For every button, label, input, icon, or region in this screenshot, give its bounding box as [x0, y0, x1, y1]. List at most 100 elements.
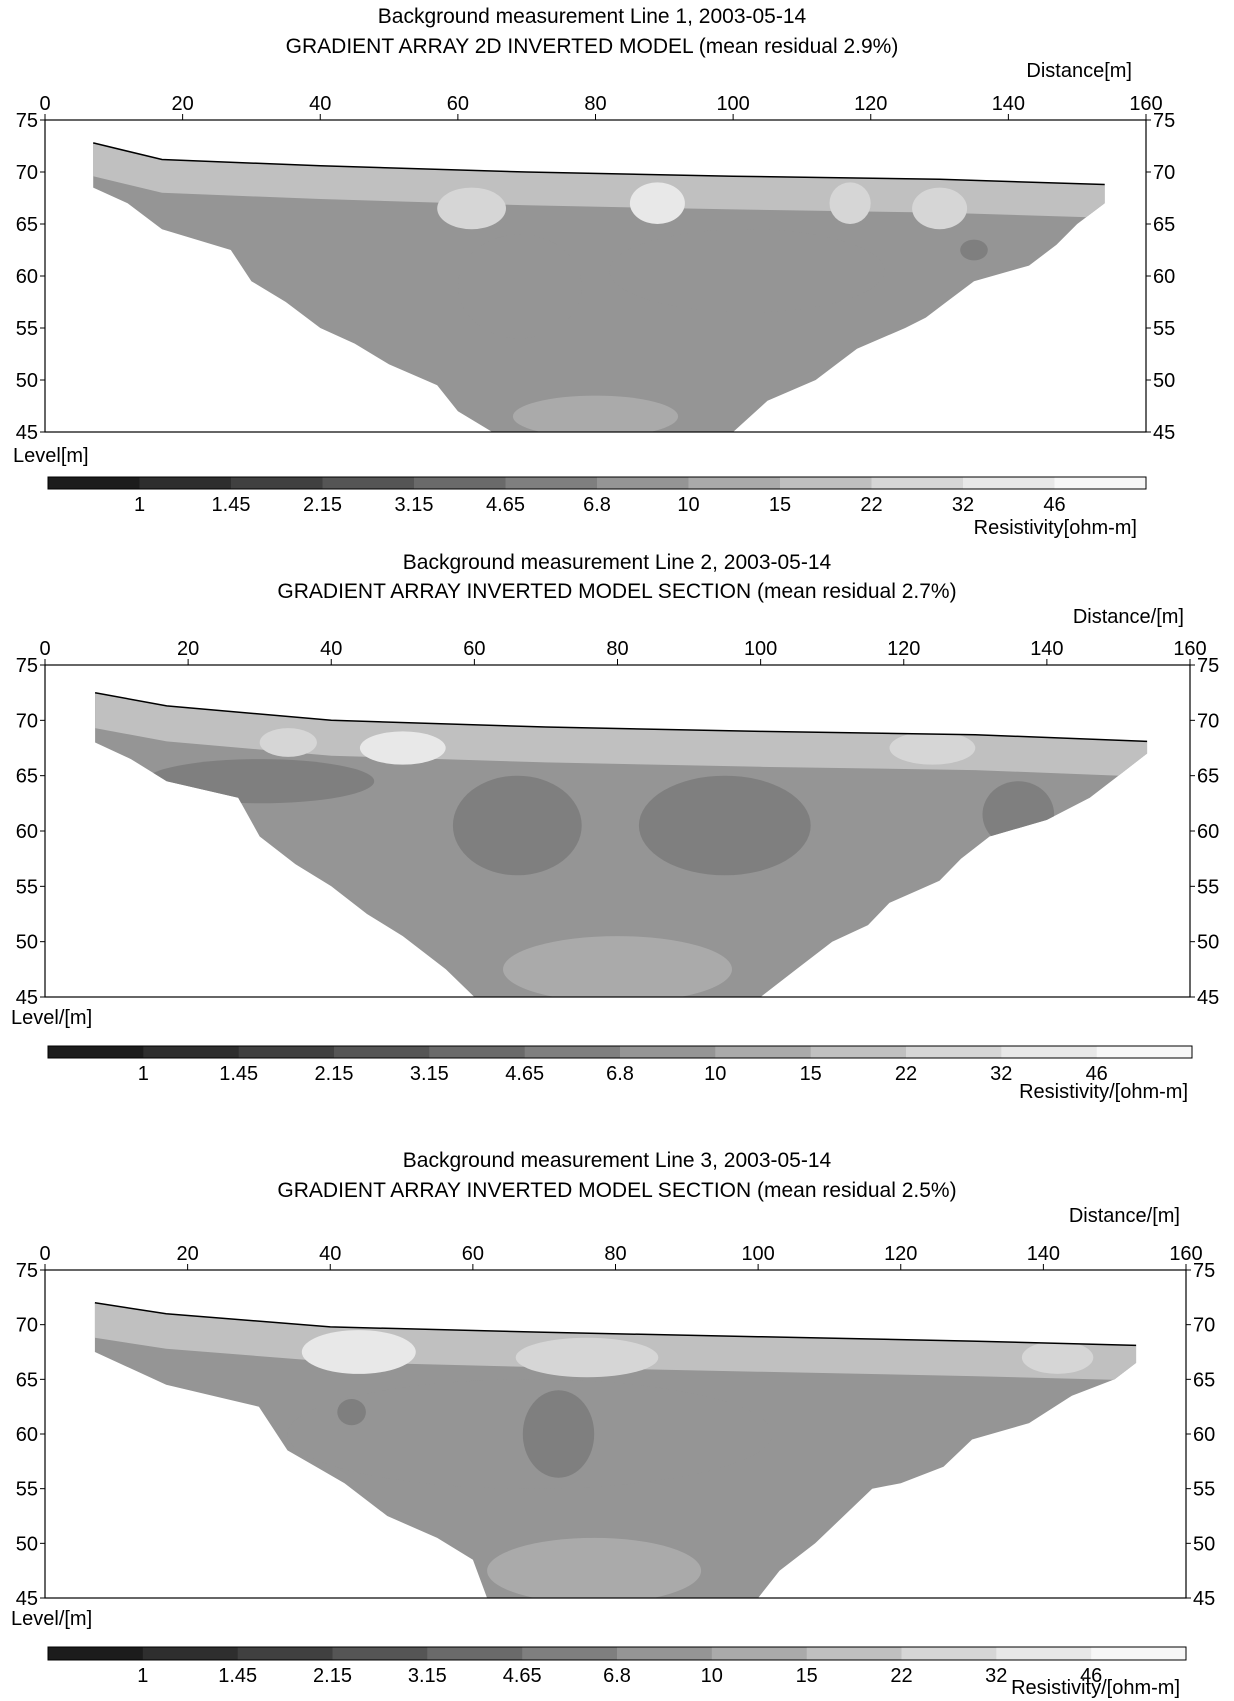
y-tick-label-left: 65 [16, 214, 38, 236]
colorbar-swatch [143, 1046, 240, 1058]
ground-surface-line [93, 142, 1105, 186]
panel-2-colorbar-label: Resistivity/[ohm-m] [1019, 1081, 1188, 1103]
colorbar-swatch [1001, 1046, 1098, 1058]
zone-1 [437, 187, 506, 230]
colorbar-swatch [522, 1647, 618, 1660]
panel-3-ylabel: Level/[m] [11, 1608, 92, 1630]
zone-7 [487, 1537, 702, 1598]
colorbar-tick-label: 6.8 [583, 494, 611, 516]
y-tick-label-left: 55 [16, 318, 38, 340]
y-tick-label-right: 50 [1197, 932, 1219, 954]
colorbar-swatch [237, 1647, 333, 1660]
panel-2-xlabel: Distance/[m] [1073, 606, 1184, 628]
zone-2 [259, 728, 317, 757]
colorbar-tick-label: 10 [704, 1063, 726, 1085]
y-tick-label-left: 60 [16, 1424, 38, 1446]
colorbar-tick-label: 6.8 [603, 1665, 631, 1687]
colorbar-tick-label: 6.8 [606, 1063, 634, 1085]
x-tick-label: 60 [462, 1243, 484, 1265]
colorbar-tick-label: 2.15 [303, 494, 342, 516]
colorbar-tick-label: 46 [1086, 1063, 1108, 1085]
y-tick-label-left: 60 [16, 821, 38, 843]
y-tick-label-left: 75 [16, 1260, 38, 1282]
y-tick-label-left: 50 [16, 932, 38, 954]
y-tick-label-right: 60 [1193, 1424, 1215, 1446]
x-tick-label: 160 [1173, 638, 1206, 660]
zone-4 [145, 759, 375, 804]
colorbar-swatch [620, 1046, 716, 1058]
colorbar-tick-label: 1.45 [212, 494, 251, 516]
colorbar-tick-label: 22 [895, 1063, 917, 1085]
panel-line-1: Background measurement Line 1, 2003-05-1… [13, 5, 1175, 539]
colorbar-tick-label: 2.15 [315, 1063, 354, 1085]
x-tick-label: 140 [1030, 638, 1063, 660]
colorbar-swatch [810, 1046, 907, 1058]
zone-1 [301, 1330, 416, 1374]
section-body [95, 692, 1148, 997]
colorbar-swatch [901, 1647, 997, 1660]
x-tick-label: 160 [1129, 93, 1162, 115]
x-tick-label: 60 [463, 638, 485, 660]
colorbar-tick-label: 15 [800, 1063, 822, 1085]
colorbar-swatch [332, 1647, 428, 1660]
colorbar-tick-label: 10 [677, 494, 699, 516]
colorbar-tick-label: 1 [138, 1063, 149, 1085]
x-tick-label: 80 [584, 93, 606, 115]
colorbar-tick-label: 22 [890, 1665, 912, 1687]
x-tick-label: 80 [606, 638, 628, 660]
colorbar-frame [47, 1045, 1193, 1059]
colorbar-swatch [1096, 1046, 1193, 1058]
colorbar-swatch [963, 477, 1055, 489]
y-tick-label-right: 60 [1153, 266, 1175, 288]
x-tick-label: 80 [604, 1243, 626, 1265]
zone-3 [1021, 1341, 1094, 1374]
colorbar-swatch [715, 1046, 812, 1058]
colorbar-swatch [617, 1647, 713, 1660]
y-tick-label-right: 45 [1153, 422, 1175, 444]
panel-1-colorbar-label: Resistivity[ohm-m] [974, 517, 1137, 539]
y-tick-label-right: 50 [1193, 1533, 1215, 1555]
panel-1-xlabel: Distance[m] [1026, 60, 1132, 82]
panel-2-ylabel: Level/[m] [11, 1007, 92, 1029]
colorbar-swatch [906, 1046, 1002, 1058]
colorbar-tick-label: 1.45 [218, 1665, 257, 1687]
y-tick-label-right: 70 [1193, 1315, 1215, 1337]
colorbar-tick-label: 46 [1080, 1665, 1102, 1687]
colorbar-swatch [322, 477, 415, 489]
colorbar-swatch [231, 477, 323, 489]
x-tick-label: 0 [39, 93, 50, 115]
zone-3 [889, 731, 976, 765]
colorbar-swatch [334, 1046, 430, 1058]
colorbar-tick-label: 10 [701, 1665, 723, 1687]
x-tick-label: 40 [320, 638, 342, 660]
x-tick-label: 40 [309, 93, 331, 115]
x-tick-label: 120 [884, 1243, 917, 1265]
zone-2 [629, 182, 685, 224]
y-tick-label-right: 70 [1197, 710, 1219, 732]
y-tick-label-right: 70 [1153, 162, 1175, 184]
colorbar-swatch [871, 477, 964, 489]
colorbar-swatch [505, 477, 598, 489]
colorbar-tick-label: 32 [985, 1665, 1007, 1687]
panel-3-xlabel: Distance/[m] [1069, 1205, 1180, 1227]
x-tick-label: 20 [177, 1243, 199, 1265]
colorbar-swatch [139, 477, 232, 489]
colorbar-tick-label: 4.65 [503, 1665, 542, 1687]
y-tick-label-right: 75 [1153, 110, 1175, 132]
y-tick-label-left: 75 [16, 655, 38, 677]
colorbar-tick-label: 2.15 [313, 1665, 352, 1687]
zone-7 [960, 239, 988, 261]
colorbar-swatch [806, 1647, 902, 1660]
colorbar-tick-label: 46 [1043, 494, 1065, 516]
colorbar-tick-label: 15 [769, 494, 791, 516]
x-tick-label: 0 [39, 638, 50, 660]
zone-8 [512, 395, 679, 432]
panel-1-title-line1: Background measurement Line 1, 2003-05-1… [378, 5, 807, 28]
panel-3-title-line2: GRADIENT ARRAY INVERTED MODEL SECTION (m… [277, 1179, 956, 1202]
colorbar-tick-label: 32 [990, 1063, 1012, 1085]
y-tick-label-right: 75 [1193, 1260, 1215, 1282]
colorbar-tick-label: 3.15 [410, 1063, 449, 1085]
colorbar-tick-label: 32 [952, 494, 974, 516]
zone-5 [457, 234, 582, 339]
